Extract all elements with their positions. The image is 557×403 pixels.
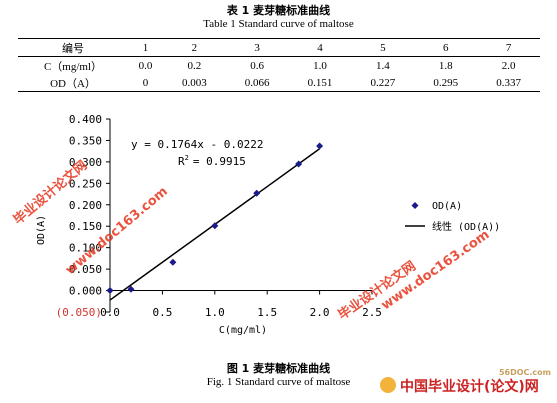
y-tick-label: 0.050 bbox=[69, 263, 102, 276]
legend-marker-diamond bbox=[411, 202, 419, 209]
x-tick-label: 1.5 bbox=[257, 306, 277, 319]
figure-caption-en: Fig. 1 Standard curve of maltose bbox=[206, 376, 351, 388]
data-point bbox=[169, 258, 177, 266]
data-points bbox=[106, 142, 324, 295]
r-squared-label: R2 = 0.9915 bbox=[178, 154, 246, 168]
table-header-cell: 3 bbox=[225, 38, 289, 57]
table-cell: 1.8 bbox=[438, 59, 453, 72]
x-tick-label: 2.5 bbox=[362, 306, 382, 319]
chart-legend: OD(A) 线性 (OD(A)) bbox=[405, 201, 500, 233]
site-logo-text: 中国毕业设计(论文)网 bbox=[400, 379, 539, 395]
y-tick-label: 0.200 bbox=[69, 199, 102, 212]
data-point bbox=[127, 285, 135, 293]
table-header-cell: 7 bbox=[477, 38, 540, 57]
y-tick-label: 0.150 bbox=[69, 220, 102, 233]
table-row: OD（A） 0 0.003 0.066 0.151 0.227 0.295 0.… bbox=[18, 74, 540, 92]
x-tick-label: 0.0 bbox=[100, 306, 120, 319]
r-squared-symbol: R bbox=[178, 155, 185, 168]
table-row: C（mg/ml） 0.0 0.2 0.6 1.0 1.4 1.8 2.0 bbox=[18, 57, 540, 75]
legend-series-label: OD(A) bbox=[432, 201, 462, 212]
r-squared-value: = 0.9915 bbox=[193, 155, 246, 168]
watermark-name-text: 毕业设计论文网 bbox=[10, 157, 90, 228]
trendline-equation: y = 0.1764x - 0.0222 bbox=[131, 138, 263, 151]
site-logo: 56DOC.com 中国毕业设计(论文)网 bbox=[380, 368, 557, 398]
table-caption-en: Table 1 Standard curve of maltose bbox=[203, 18, 354, 30]
table-cell: OD（A） bbox=[18, 74, 128, 92]
table-cell: 0 bbox=[128, 74, 163, 92]
table-cell: 0.295 bbox=[414, 74, 478, 92]
table-cell: C（mg/ml） bbox=[43, 60, 103, 73]
table-header-cell: 5 bbox=[351, 38, 415, 57]
table-header-cell: 1 bbox=[128, 38, 163, 57]
r-squared-superscript: 2 bbox=[185, 154, 189, 162]
table-header-cell: 2 bbox=[162, 38, 226, 57]
table-cell: 2.0 bbox=[501, 59, 516, 72]
x-axis: 0.0 0.5 1.0 1.5 2.0 2.5 bbox=[100, 290, 382, 319]
x-tick-label: 1.0 bbox=[205, 306, 225, 319]
y-tick-label: 0.000 bbox=[69, 285, 102, 298]
y-tick-label: (0.050) bbox=[56, 306, 102, 319]
table-cell: 0.227 bbox=[351, 74, 415, 92]
table-cell: 1.4 bbox=[375, 59, 390, 72]
table-cell: 0.0 bbox=[138, 59, 153, 72]
y-tick-label: 0.250 bbox=[69, 177, 102, 190]
table-cell: 0.151 bbox=[288, 74, 352, 92]
y-axis-label: OD(A) bbox=[36, 215, 47, 245]
y-tick-label: 0.300 bbox=[69, 156, 102, 169]
y-tick-label: 0.400 bbox=[69, 113, 102, 126]
table-cell: 0.003 bbox=[162, 74, 226, 92]
legend-trendline-label: 线性 (OD(A)) bbox=[432, 220, 500, 233]
table-header-cell: 编号 bbox=[18, 38, 128, 57]
table-header-row: 编号 1 2 3 4 5 6 7 bbox=[18, 38, 540, 57]
y-tick-label: 0.100 bbox=[69, 242, 102, 255]
table-cell: 0.2 bbox=[187, 59, 202, 72]
table-cell: 0.337 bbox=[477, 74, 540, 92]
svg-text:R2= 0.9915: R2 = 0.9915 bbox=[178, 154, 246, 168]
site-logo-domain: 56DOC.com bbox=[498, 368, 551, 377]
maltose-standard-curve-chart: (0.050) 0.000 0.050 0.100 0.150 0.200 0.250 0.3… bbox=[10, 113, 500, 336]
maltose-data-table: 编号 1 2 3 4 5 6 7 C（mg/ml） 0.0 0.2 0.6 1.… bbox=[18, 38, 540, 92]
data-point bbox=[253, 189, 261, 197]
data-point bbox=[316, 142, 324, 150]
data-point bbox=[106, 287, 114, 295]
table-cell: 0.6 bbox=[250, 59, 265, 72]
table-header-cell: 4 bbox=[288, 38, 352, 57]
data-point bbox=[211, 222, 219, 230]
y-axis: (0.050) 0.000 0.050 0.100 0.150 0.200 0.250 0.3… bbox=[56, 113, 111, 319]
globe-icon bbox=[380, 377, 396, 393]
y-tick-label: 0.350 bbox=[69, 134, 102, 147]
table-caption-cn: 表 1 麦芽糖标准曲线 bbox=[226, 4, 331, 17]
table-cell: 1.0 bbox=[313, 59, 327, 72]
data-point bbox=[295, 160, 303, 168]
table-header-cell: 6 bbox=[414, 38, 478, 57]
table-cell: 0.066 bbox=[225, 74, 289, 92]
x-axis-label: C(mg/ml) bbox=[219, 325, 267, 336]
x-tick-label: 2.0 bbox=[310, 306, 330, 319]
figure-caption-cn: 图 1 麦芽糖标准曲线 bbox=[226, 362, 331, 375]
x-tick-label: 0.5 bbox=[152, 306, 172, 319]
